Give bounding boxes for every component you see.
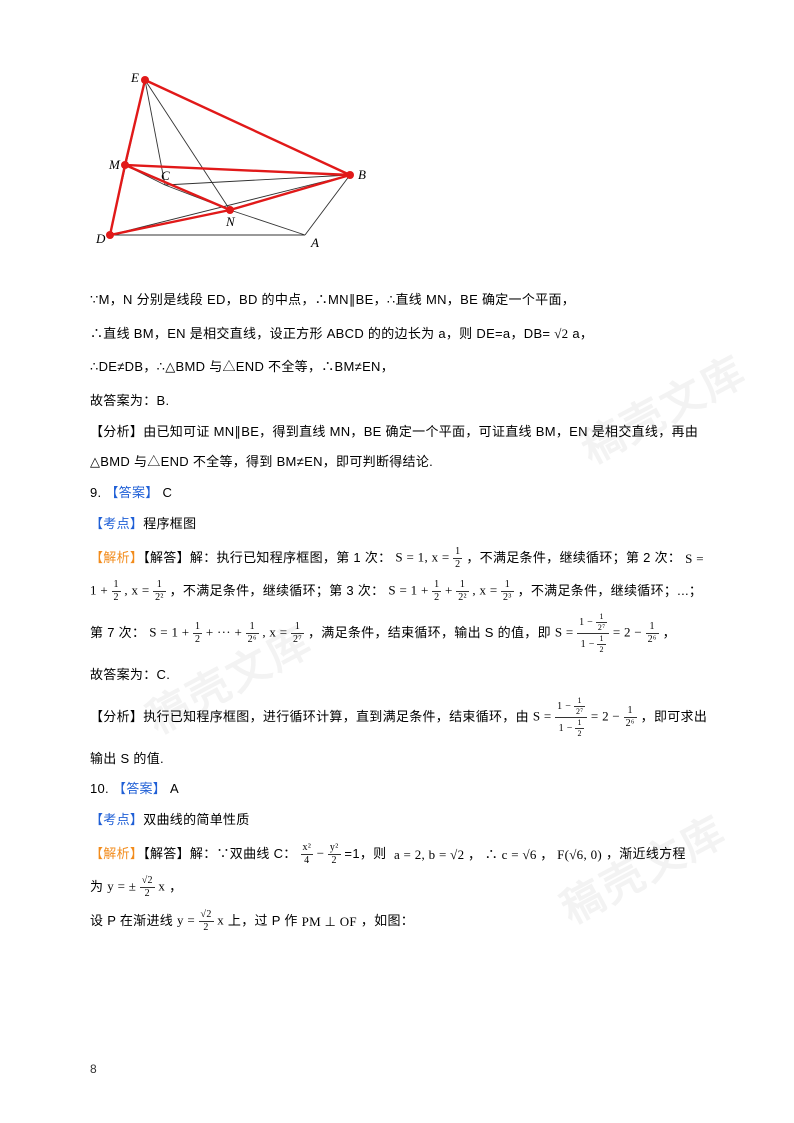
page-content: E M B N D C A ∵M，N 分别是线段 ED，BD 的中点，∴MN∥BE，∴直线 … [90,60,724,934]
q9-point-line: 【考点】程序框图 [90,512,724,537]
text-line: ∴DE≠DB，∴△BMD 与△END 不全等，∴BM≠EN， [90,355,724,380]
text: ，不满足条件，继续循环；...； [518,583,703,598]
text-line: 故答案为：C. [90,663,724,688]
point-label: 【考点】 [90,516,143,531]
explain-label: 【解析】 [90,550,143,565]
answer-value: C [163,485,173,500]
q-number: 9. [90,485,101,500]
math: a = 2, b = √2 ， ∴ c = √6 ， F(√6, 0) [390,848,602,861]
text: ， [169,879,182,894]
text: ∴直线 BM，EN 是相交直线，设正方形 ABCD 的的边长为 a，则 DE=a… [90,326,554,341]
solve-label: 【解答】 [143,846,190,861]
text-line: ∵M，N 分别是线段 ED，BD 的中点，∴MN∥BE，∴直线 MN，BE 确定… [90,288,724,313]
point-value: 双曲线的简单性质 [143,812,249,827]
analysis-line: 【分析】由已知可证 MN∥BE，得到直线 MN，BE 确定一个平面，可证直线 B… [90,420,724,445]
q9-analysis-line: 【分析】执行已知程序框图，进行循环计算，直到满足条件，结束循环，由 S = 1 … [90,697,724,738]
q9-explain-line2: 1 + 12 , x = 12² ，不满足条件，继续循环；第 3 次： S = … [90,579,724,604]
text-line: 输出 S 的值. [90,747,724,772]
text-line: △BMD 与△END 不全等，得到 BM≠EN，即可判断得结论. [90,450,724,475]
q-number: 10. [90,781,109,796]
text: =1，则 [344,846,386,861]
math: y = √22 x [177,910,224,933]
q10-explain-line1: 【解析】【解答】解：∵双曲线 C： x²4 − y²2 =1，则 a = 2, … [90,842,724,867]
geometry-figure: E M B N D C A [90,60,724,260]
page-number: 8 [90,1058,97,1081]
math: PM ⊥ OF [302,915,357,928]
math: S = 1 + 12 + 12² , x = 12³ [388,580,513,603]
text: ， [663,625,676,640]
text: 解：∵双曲线 C： [190,846,297,861]
text-line: ∴直线 BM，EN 是相交直线，设正方形 ABCD 的的边长为 a，则 DE=a… [90,322,724,347]
math: S = 1 − 12⁷1 − 12 = 2 − 12⁶ [555,613,659,654]
text: 为 [90,879,103,894]
text: 第 7 次： [90,625,145,640]
answer-label: 【答案】 [105,485,158,500]
math: 1 + 12 , x = 12² [90,580,166,603]
point-label: 【考点】 [90,812,143,827]
math: S = 1, x = 12 [395,547,462,570]
text: a， [572,326,593,341]
svg-text:D: D [95,231,106,246]
q9-explain-line3: 第 7 次： S = 1 + 12 + ··· + 12⁶ , x = 12⁷ … [90,613,724,654]
text: 执行已知程序框图，进行循环计算，直到满足条件，结束循环，由 [143,709,529,724]
svg-text:A: A [310,235,319,250]
q9-answer-line: 9. 【答案】 C [90,481,724,506]
svg-text:M: M [108,157,121,172]
text: ，不满足条件，继续循环；第 2 次： [466,550,681,565]
math: y = ± √22 x [107,876,165,899]
svg-text:E: E [130,70,139,85]
math: S = 1 − 12⁷1 − 12 = 2 − 12⁶ [533,697,637,738]
point-value: 程序框图 [143,516,196,531]
text: 上，过 P 作 [228,913,298,928]
svg-text:N: N [225,214,236,229]
math: x²4 − y²2 [301,843,341,866]
text: ，即可求出 [641,709,708,724]
svg-text:B: B [358,167,366,182]
svg-text:C: C [161,168,170,183]
q10-point-line: 【考点】双曲线的简单性质 [90,808,724,833]
q9-explain-line1: 【解析】【解答】解：执行已知程序框图，第 1 次： S = 1, x = 12 … [90,546,724,571]
text: ，如图： [361,913,414,928]
analysis-label: 【分析】 [90,709,143,724]
answer-label: 【答案】 [113,781,166,796]
math: S = 1 + 12 + ··· + 12⁶ , x = 12⁷ [149,622,304,645]
text: 【分析】由已知可证 MN∥BE，得到直线 MN，BE 确定一个平面，可证直线 B… [90,424,698,439]
text: ，不满足条件，继续循环；第 3 次： [170,583,385,598]
q10-explain-line3: 设 P 在渐进线 y = √22 x 上，过 P 作 PM ⊥ OF ，如图： [90,909,724,934]
q10-answer-line: 10. 【答案】 A [90,777,724,802]
text: 设 P 在渐进线 [90,913,173,928]
solve-label: 【解答】 [143,550,190,565]
text-line: 故答案为：B. [90,389,724,414]
q10-explain-line2: 为 y = ± √22 x ， [90,875,724,900]
text: ，满足条件，结束循环，输出 S 的值，即 [308,625,551,640]
explain-label: 【解析】 [90,846,143,861]
answer-value: A [170,781,179,796]
text: 解：执行已知程序框图，第 1 次： [190,550,392,565]
text: ，渐近线方程 [606,846,686,861]
math-sqrt2: √2 [554,326,568,341]
math: S = [685,552,704,565]
